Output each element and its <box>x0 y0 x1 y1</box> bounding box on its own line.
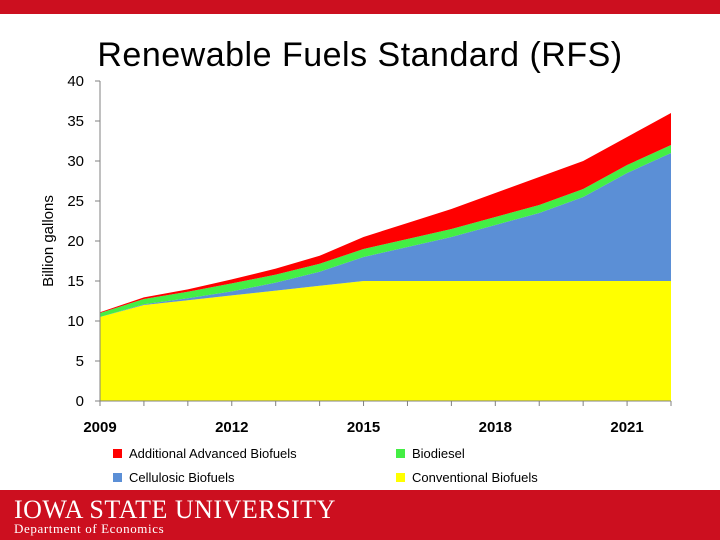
y-tick-label: 40 <box>67 73 84 90</box>
x-tick-label: 2012 <box>215 419 248 436</box>
y-tick-label: 25 <box>67 193 84 210</box>
department-label: Department of Economics <box>14 521 165 536</box>
y-tick-label: 5 <box>76 353 84 370</box>
x-tick-label: 2021 <box>610 419 643 436</box>
top-brand-bar <box>0 0 720 14</box>
area-biodiesel <box>100 145 671 317</box>
legend-swatch-conventional-biofuels <box>396 473 405 482</box>
x-tick-label: 2018 <box>479 419 512 436</box>
legend-swatch-additional-advanced-biofuels <box>113 449 122 458</box>
legend-swatch-cellulosic-biofuels <box>113 473 122 482</box>
legend-swatch-biodiesel <box>396 449 405 458</box>
renewable-fuels-chart: 0 5 10 15 20 25 30 35 40 2009 2012 2015 2018 2021 Bill… <box>40 73 672 485</box>
y-tick-label: 0 <box>76 393 84 410</box>
area-conventional-biofuels <box>100 281 671 401</box>
legend-label-cellulosic-biofuels: Cellulosic Biofuels <box>129 470 235 485</box>
slide-title: Renewable Fuels Standard (RFS) <box>97 36 623 74</box>
y-tick-label: 35 <box>67 113 84 130</box>
legend-label-biodiesel: Biodiesel <box>412 446 465 461</box>
y-axis-label: Billion gallons <box>40 195 57 287</box>
area-cellulosic-biofuels <box>100 153 671 317</box>
university-wordmark: IOWA STATE UNIVERSITY <box>14 495 336 524</box>
x-tick-label: 2009 <box>83 419 116 436</box>
y-tick-label: 30 <box>67 153 84 170</box>
y-tick-label: 10 <box>67 313 84 330</box>
legend-label-additional-advanced-biofuels: Additional Advanced Biofuels <box>129 446 297 461</box>
x-tick-label: 2015 <box>347 419 380 436</box>
y-tick-label: 15 <box>67 273 84 290</box>
legend-label-conventional-biofuels: Conventional Biofuels <box>412 470 538 485</box>
footer-bar <box>0 490 720 540</box>
y-tick-label: 20 <box>67 233 84 250</box>
